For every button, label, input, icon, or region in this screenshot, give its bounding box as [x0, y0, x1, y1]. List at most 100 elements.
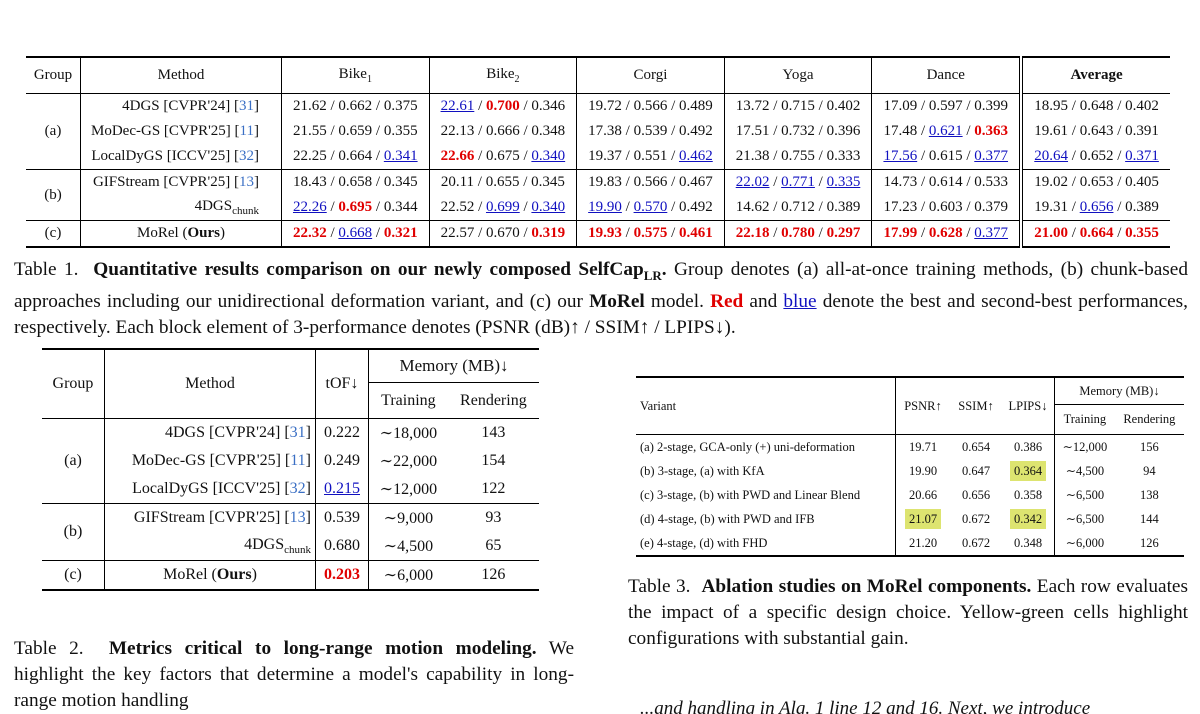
metric-value: 0.344 — [383, 199, 418, 215]
variant-label: (e) 4-stage, (d) with FHD — [640, 535, 768, 550]
tof-value: 0.203 — [324, 566, 360, 583]
metric-value: 0.396 — [826, 123, 861, 139]
metric-value: 0.346 — [531, 98, 566, 114]
metric-value: 0.340 — [531, 199, 566, 215]
method-cell: 4DGS [CVPR'24] [31] — [104, 418, 316, 447]
metric-value: 0.551 — [633, 148, 668, 164]
caption-title-end: . — [661, 259, 667, 280]
metric-cell: 19.93 / 0.575 / 0.461 — [576, 220, 725, 247]
t2-header-tof: tOF↓ — [315, 349, 369, 419]
t3-header-rendering: Rendering — [1114, 404, 1184, 435]
citation-link[interactable]: 32 — [289, 480, 306, 497]
method-end: ] — [254, 174, 259, 190]
metric-value: 0.321 — [383, 225, 418, 241]
metric-cell: 17.09 / 0.597 / 0.399 — [871, 93, 1022, 119]
t2-header-group: Group — [52, 375, 94, 392]
metric-value: 0.695 — [338, 199, 373, 215]
psnr-value: 19.90 — [908, 463, 938, 478]
citation-link[interactable]: 32 — [239, 148, 254, 164]
metric-value: 0.389 — [1125, 199, 1159, 215]
psnr-value: 21.07 — [904, 508, 942, 529]
metric-cell: 22.26 / 0.695 / 0.344 — [281, 195, 430, 221]
citation-link[interactable]: 11 — [239, 123, 254, 139]
metric-value: 22.26 — [292, 199, 327, 215]
table-1-header-row: Group Method Bike1 Bike2 Corgi Yoga Danc… — [26, 57, 1170, 94]
metric-value: 0.402 — [826, 98, 861, 114]
tof-cell: 0.203 — [315, 560, 369, 590]
metric-cell: 19.90 / 0.570 / 0.492 — [576, 195, 725, 221]
t1-header-dance: Dance — [871, 57, 1022, 94]
rendering-memory: 122 — [481, 480, 506, 497]
citation-link[interactable]: 31 — [289, 424, 306, 441]
training-memory: ∼12,000 — [1053, 434, 1115, 459]
caption-text: Each row evaluates the impact of a speci… — [628, 576, 1188, 649]
caption-title: Quantitative results comparison on our n… — [93, 259, 644, 280]
metric-cell: 22.02 / 0.771 / 0.335 — [723, 169, 872, 195]
method-cell: LocalDyGS [ICCV'25] [32] — [80, 144, 282, 170]
metric-value: 0.771 — [781, 174, 815, 190]
metric-value: 22.02 — [735, 174, 770, 190]
method-cell: 4DGS [CVPR'24] [31] — [80, 93, 282, 119]
metric-value: 0.377 — [974, 225, 1009, 241]
metric-value: 0.662 — [338, 98, 373, 114]
metric-value: 18.95 — [1034, 98, 1069, 114]
table-3-caption: Table 3. Ablation studies on MoRel compo… — [628, 574, 1188, 652]
metric-value: 0.699 — [485, 199, 520, 215]
rendering-memory: 93 — [447, 503, 539, 532]
citation-link[interactable]: 13 — [289, 509, 306, 526]
table-row: 4DGSchunk 0.680 ∼4,500 65 — [42, 532, 539, 561]
metric-value: 0.566 — [633, 98, 668, 114]
t2-header-memory: Memory (MB)↓ — [368, 349, 539, 383]
rendering-memory: 156 — [1140, 439, 1159, 454]
table-2-caption: Table 2. Metrics critical to long-range … — [14, 636, 574, 714]
t3-header-lpips: LPIPS↓ — [1002, 377, 1055, 435]
caption-text: Group denotes (a) all-at-once training m… — [14, 259, 1188, 312]
group-label: (c) — [42, 560, 105, 590]
rendering-memory: 144 — [1140, 511, 1159, 526]
metric-value: 0.539 — [633, 123, 668, 139]
metric-value: 0.375 — [383, 98, 418, 114]
table-row: MoDec-GS [CVPR'25] [11] 21.55 / 0.659 / 0… — [26, 119, 1170, 144]
method-bold: Ours — [216, 566, 252, 583]
group-label: (c) — [26, 220, 81, 247]
method-cell: GIFStream [CVPR'25] [13] — [104, 503, 316, 532]
table-row: (a) 4DGS [CVPR'24] [31] 0.222 ∼18,000 143 — [42, 418, 539, 504]
metric-value: 17.09 — [883, 98, 918, 114]
metric-value: 0.405 — [1125, 174, 1159, 190]
method-cell: MoRel (Ours) — [80, 220, 282, 247]
metric-cell: 17.99 / 0.628 / 0.377 — [871, 220, 1022, 247]
method-end: ] — [305, 424, 311, 441]
metric-cell: 14.62 / 0.712 / 0.389 — [723, 195, 872, 221]
psnr-cell: 20.66 — [895, 483, 950, 507]
lpips-cell: 0.348 — [1002, 531, 1055, 556]
metric-value: 0.603 — [928, 199, 963, 215]
training-memory: ∼4,500 — [367, 532, 448, 561]
citation-link[interactable]: 13 — [239, 174, 254, 190]
caption-morel: MoRel — [589, 290, 645, 312]
metric-cell: 17.51 / 0.732 / 0.396 — [723, 119, 872, 144]
t3-header-variant: Variant — [636, 377, 896, 435]
metric-value: 0.715 — [781, 98, 815, 114]
rendering-memory: 126 — [1140, 535, 1159, 550]
metric-value: 0.575 — [633, 225, 668, 241]
group-label: (a) — [44, 123, 62, 139]
t1-header-bike2: Bike2 — [428, 57, 577, 94]
metric-value: 0.653 — [1079, 174, 1114, 190]
metric-value: 17.38 — [588, 123, 622, 139]
metric-value: 0.615 — [928, 148, 963, 164]
t1-header-yoga: Yoga — [723, 57, 872, 94]
metric-value: 0.755 — [781, 148, 815, 164]
metric-cell: 19.02 / 0.653 / 0.405 — [1019, 169, 1170, 195]
metric-value: 0.628 — [928, 225, 963, 241]
method-subscript: chunk — [232, 205, 259, 217]
ssim-value: 0.672 — [961, 511, 991, 526]
method-name: MoRel ( — [163, 566, 217, 583]
citation-link[interactable]: 11 — [290, 452, 306, 469]
metric-cell: 21.38 / 0.755 / 0.333 — [723, 144, 872, 170]
metric-value: 0.655 — [485, 174, 520, 190]
citation-link[interactable]: 31 — [239, 98, 254, 114]
metric-value: 19.31 — [1034, 199, 1069, 215]
table-row: (c) MoRel (Ours) 0.203 ∼6,000 126 — [42, 560, 539, 590]
psnr-cell: 21.07 — [895, 507, 950, 531]
metric-value: 21.38 — [735, 148, 770, 164]
